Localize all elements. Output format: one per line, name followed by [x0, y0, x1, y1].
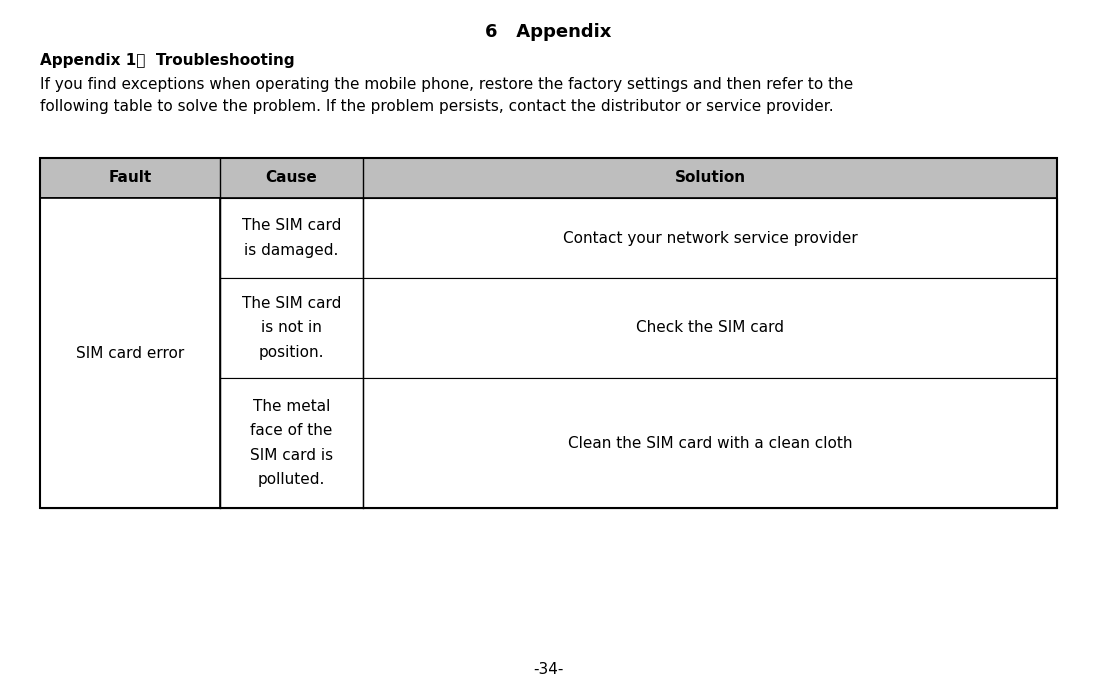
Bar: [220, 278, 363, 378]
Bar: [363, 278, 1058, 378]
Text: Solution: Solution: [675, 170, 746, 186]
Text: Fault: Fault: [109, 170, 151, 186]
Text: Clean the SIM card with a clean cloth: Clean the SIM card with a clean cloth: [568, 436, 852, 450]
Text: The SIM card
is damaged.: The SIM card is damaged.: [241, 218, 341, 258]
Bar: [39, 158, 1058, 198]
Text: SIM card error: SIM card error: [76, 346, 184, 360]
Text: The SIM card
is not in
position.: The SIM card is not in position.: [241, 296, 341, 360]
Bar: [39, 378, 220, 508]
Bar: [39, 198, 220, 508]
Text: Contact your network service provider: Contact your network service provider: [563, 230, 858, 246]
Text: The metal
face of the
SIM card is
polluted.: The metal face of the SIM card is pollut…: [250, 399, 333, 487]
Bar: [363, 378, 1058, 508]
Bar: [220, 378, 363, 508]
Text: If you find exceptions when operating the mobile phone, restore the factory sett: If you find exceptions when operating th…: [39, 77, 853, 93]
Text: Appendix 1：  Troubleshooting: Appendix 1： Troubleshooting: [39, 52, 295, 68]
Bar: [363, 198, 1058, 278]
Text: following table to solve the problem. If the problem persists, contact the distr: following table to solve the problem. If…: [39, 98, 834, 114]
Bar: [220, 198, 363, 278]
Bar: [39, 158, 1058, 508]
Text: Cause: Cause: [265, 170, 317, 186]
Bar: [39, 278, 220, 378]
Bar: [39, 198, 220, 278]
Text: Check the SIM card: Check the SIM card: [636, 320, 784, 336]
Text: 6   Appendix: 6 Appendix: [485, 23, 612, 41]
Text: -34-: -34-: [533, 662, 564, 678]
